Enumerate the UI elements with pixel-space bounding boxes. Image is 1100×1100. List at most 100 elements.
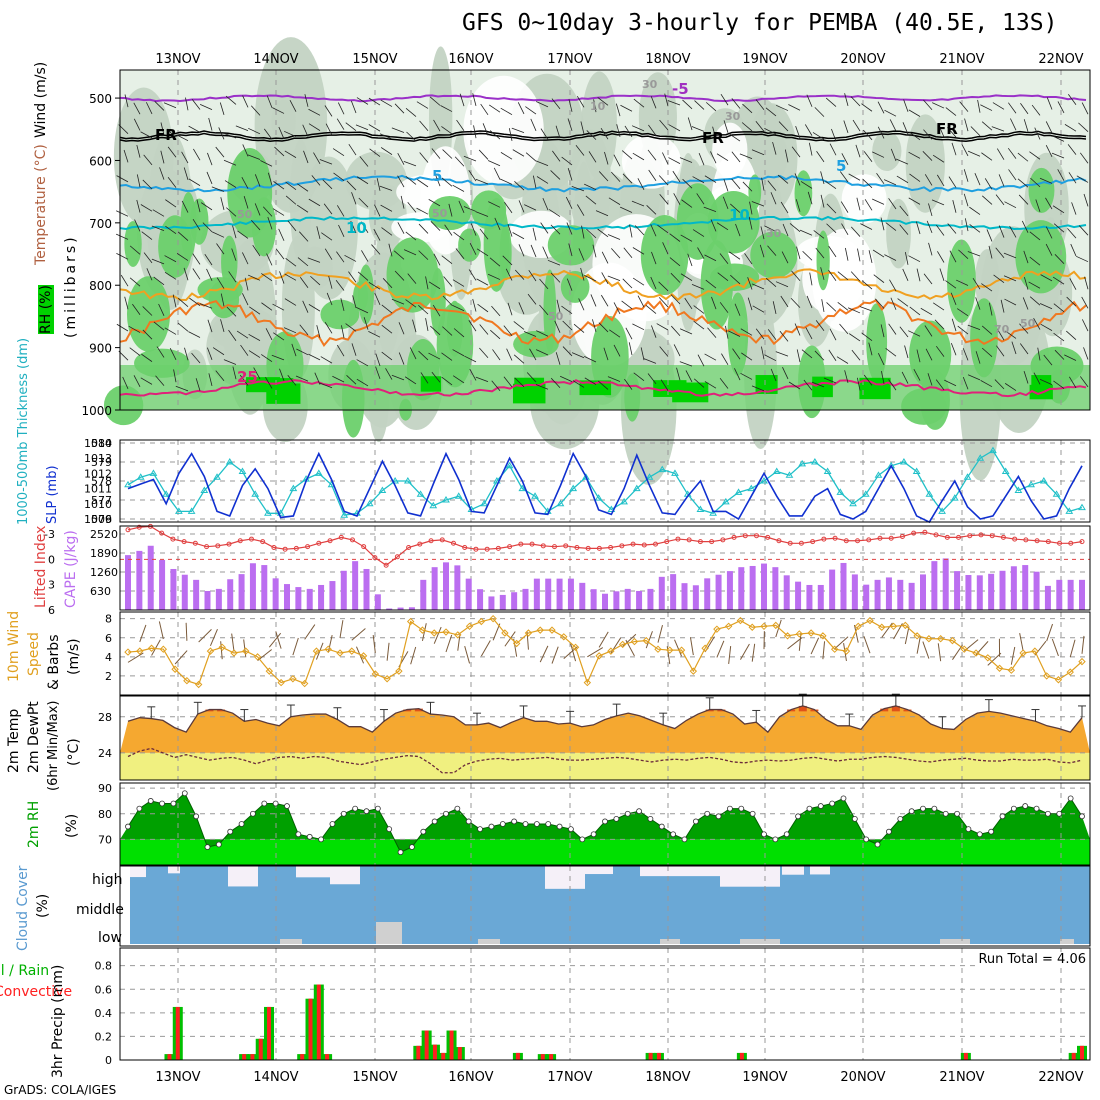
cloud-cover-panel: [130, 866, 1090, 946]
wind-barb: [368, 331, 381, 338]
wind-barb: [1031, 104, 1041, 116]
rh-contour-area: [251, 197, 277, 257]
wind-barb: [247, 154, 261, 160]
wind-barb: [336, 205, 345, 217]
wind-barb: [555, 352, 561, 365]
wind-barb: [454, 156, 465, 167]
wind-speed-point: [383, 675, 391, 683]
wind-barb: [247, 274, 261, 281]
wind-barb: [804, 124, 813, 136]
wind-barb: [262, 206, 273, 217]
wind-barb: [730, 274, 741, 285]
cape-bar: [863, 584, 870, 610]
y-tick-label: 579: [91, 456, 112, 469]
wind-barb: [432, 304, 441, 317]
wind-speed-point: [454, 631, 462, 639]
wind-barb: [658, 297, 669, 308]
wind-barb: [622, 278, 633, 289]
cloud-gap: [168, 866, 180, 874]
date-label-top: 19NOV: [742, 52, 787, 67]
wind-barb: [1053, 332, 1065, 342]
wind-barb: [984, 178, 993, 190]
wind-barb: [141, 231, 153, 240]
wind-barb: [680, 273, 693, 281]
contour-label: FR: [702, 129, 724, 147]
wind-barb: [863, 374, 873, 386]
thickness-point: [734, 488, 743, 495]
cape-bar: [352, 561, 359, 610]
wind-barb: [812, 132, 825, 140]
y-tick-label: 80: [98, 808, 112, 821]
wind-barb: [577, 204, 585, 216]
date-label-top: 17NOV: [547, 52, 592, 67]
wind-barb: [272, 303, 285, 311]
wind-barb: [308, 353, 321, 361]
wind-barb: [694, 100, 705, 110]
wind-barb: [896, 175, 909, 184]
wind-barb: [385, 368, 393, 380]
li-point: [933, 532, 939, 538]
wind-barb: [275, 631, 282, 649]
wind-barb: [567, 118, 573, 131]
li-point: [978, 532, 984, 538]
wind-barb: [1003, 252, 1017, 259]
wind-barb: [782, 367, 789, 380]
wind-barb: [607, 275, 621, 281]
wind-barb: [624, 125, 633, 138]
wind-barb: [525, 106, 537, 115]
precip-conv-bar: [424, 1030, 429, 1060]
wind-speed-point: [1007, 666, 1016, 674]
temp-ylabel-temp: 2m Temp: [6, 708, 22, 773]
wind-barb: [820, 267, 825, 280]
wind-barb: [881, 371, 885, 384]
wind-barb: [1078, 122, 1089, 132]
wind-barb: [751, 283, 765, 290]
wind-barb: [176, 134, 189, 142]
wind-barb: [796, 349, 801, 363]
wind-barb: [608, 197, 621, 205]
wind-barb: [908, 255, 921, 263]
wind-barb: [658, 281, 669, 292]
wind-barb: [379, 185, 393, 191]
wind-barb: [765, 277, 777, 288]
wind-barb: [116, 210, 129, 217]
wind-barb: [479, 228, 489, 240]
wind-barb: [679, 328, 693, 335]
wind-barb: [224, 180, 237, 188]
wind-barb: [136, 199, 141, 213]
wind-speed-point: [689, 667, 698, 675]
date-label-bottom: 21NOV: [939, 1070, 984, 1085]
wind-speed-point: [230, 649, 238, 657]
wind-barb: [192, 268, 201, 280]
rh-point: [851, 815, 858, 822]
wind-speed-point: [807, 629, 815, 637]
wind-barb: [346, 374, 357, 385]
thickness-line: [127, 449, 1083, 516]
rh-contour-area: [621, 133, 681, 189]
wind-barb: [820, 194, 825, 208]
rh-point: [397, 849, 404, 856]
rh-point: [704, 810, 711, 817]
rh-point: [215, 841, 222, 848]
wind-barb: [885, 347, 897, 357]
temp-peak: [787, 709, 796, 712]
wind-barb: [284, 273, 297, 281]
contour-label: 5: [836, 157, 846, 175]
li-point: [1023, 537, 1029, 543]
wind-barb: [212, 347, 225, 356]
wind-barb: [908, 151, 921, 159]
wind-barb: [469, 368, 477, 381]
li-point: [675, 536, 681, 542]
wind-barb: [1004, 383, 1017, 391]
wind-barb: [759, 244, 765, 258]
wind-barb: [177, 297, 189, 308]
wind-barb: [165, 199, 177, 208]
wind-barb: [139, 624, 147, 643]
wind-barb: [923, 273, 933, 285]
wind-barb: [670, 294, 681, 305]
wind-barb: [404, 376, 417, 385]
li-point: [383, 562, 389, 568]
li-point: [664, 539, 670, 545]
wind-speed-point: [595, 652, 603, 660]
